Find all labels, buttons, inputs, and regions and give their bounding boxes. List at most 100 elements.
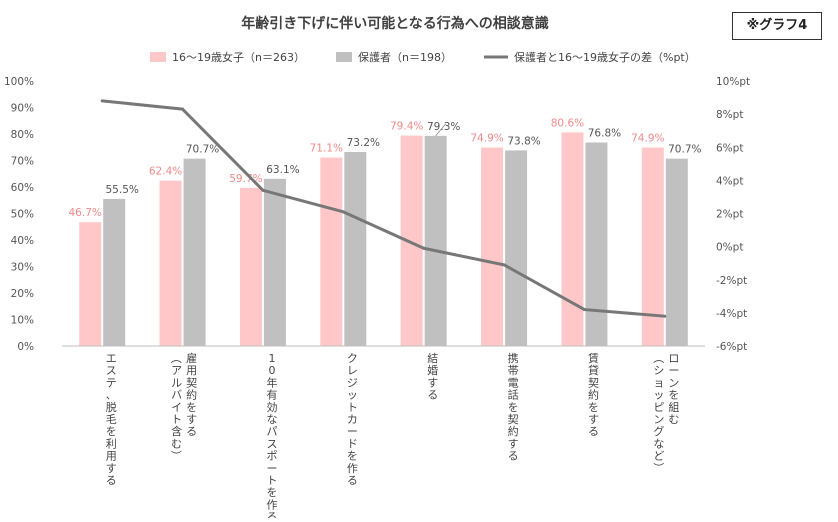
data-label-0-1: 62.4% — [149, 166, 182, 178]
difference-point-5 — [502, 263, 506, 267]
category-char: 効 — [266, 400, 277, 414]
category-char: ア — [171, 364, 182, 377]
category-char: を — [508, 401, 519, 414]
category-char: イ — [171, 401, 182, 414]
left-tick-label: 50% — [11, 209, 34, 221]
category-char: 有 — [266, 388, 277, 402]
category-char: を — [266, 486, 277, 499]
difference-point-4 — [422, 246, 426, 250]
data-label-0-4: 79.4% — [390, 121, 423, 133]
category-char: ト — [347, 401, 358, 414]
category-char: 雇 — [186, 351, 197, 365]
category-char: す — [427, 376, 438, 389]
category-char: ト — [266, 474, 277, 487]
left-tick-label: 80% — [11, 129, 34, 141]
category-char: 話 — [508, 388, 519, 402]
category-char: 賃 — [588, 351, 599, 365]
category-char: 貸 — [588, 363, 599, 377]
category-char: む — [668, 413, 679, 426]
category-char: ） — [170, 450, 183, 461]
category-char: 作 — [266, 498, 277, 511]
left-tick-label: 30% — [11, 262, 34, 274]
data-label-0-0: 46.7% — [69, 207, 102, 219]
category-char: ） — [652, 462, 665, 473]
category-char: る — [427, 389, 438, 402]
left-tick-label: 0% — [17, 341, 34, 353]
bar-1-2 — [263, 178, 286, 346]
bar-0-0 — [79, 222, 102, 346]
bar-0-2 — [239, 187, 262, 346]
category-char: す — [508, 437, 519, 450]
data-label-1-5: 73.8% — [507, 135, 540, 147]
right-tick-label: 4%pt — [716, 175, 743, 187]
category-char: を — [106, 425, 117, 438]
bar-1-0 — [103, 198, 126, 346]
category-char: ロ — [668, 352, 679, 365]
right-axis: -6%pt -4%pt -2%pt 0%pt 2%pt 4%pt 6%pt 8%pt 10%pt — [716, 76, 750, 353]
left-tick-label: 70% — [11, 156, 34, 168]
data-label-0-6: 80.6% — [551, 117, 584, 129]
legend-label-1: 保護者（n＝198） — [358, 50, 452, 64]
legend-label-0: 16～19歳女子（n＝263） — [172, 50, 305, 64]
difference-series-line — [102, 99, 665, 318]
category-char: バ — [171, 389, 182, 402]
data-label-1-2: 63.1% — [266, 164, 299, 176]
category-char: 契 — [186, 375, 197, 389]
category-char: 約 — [588, 388, 599, 402]
legend-swatch-0 — [150, 52, 166, 62]
category-char: ト — [171, 413, 182, 426]
left-tick-label: 10% — [11, 315, 34, 327]
category-char: 帯 — [508, 364, 519, 377]
category-char: ク — [347, 352, 358, 365]
category-char: 脱 — [106, 400, 117, 414]
category-char: 1 — [268, 352, 275, 365]
category-char: 契 — [588, 375, 599, 389]
category-char: レ — [347, 364, 358, 377]
category-char: を — [588, 401, 599, 414]
category-char: を — [668, 389, 679, 402]
category-char: な — [266, 413, 277, 426]
category-char: 毛 — [106, 413, 117, 426]
leader-line — [435, 123, 446, 137]
category-char: ど — [653, 450, 664, 463]
category-char: 年 — [266, 375, 277, 389]
difference-point-2 — [261, 188, 265, 192]
category-char: る — [588, 425, 599, 438]
legend-label-2: 保護者と16～19歳女子の差（%pt） — [514, 50, 696, 64]
category-char: を — [347, 450, 358, 463]
category-char: （ — [652, 353, 665, 364]
difference-point-7 — [663, 314, 667, 318]
category-char: る — [266, 511, 277, 518]
category-char: 契 — [508, 412, 519, 426]
bars — [79, 132, 688, 346]
right-tick-label: 2%pt — [716, 209, 743, 221]
category-char: 約 — [186, 388, 197, 402]
left-tick-label: 40% — [11, 235, 34, 247]
category-char: パ — [266, 425, 277, 438]
right-tick-label: 0%pt — [716, 242, 743, 254]
category-char: る — [347, 474, 358, 487]
right-tick-label: -2%pt — [716, 275, 747, 287]
data-label-1-0: 55.5% — [106, 184, 139, 196]
legend-swatch-1 — [336, 52, 352, 62]
category-char: を — [186, 401, 197, 414]
category-char: 用 — [106, 450, 117, 463]
category-char: ー — [668, 364, 679, 377]
category-char: ー — [347, 425, 358, 438]
difference-point-6 — [582, 308, 586, 312]
category-char: 結 — [427, 351, 438, 365]
category-char: （ — [170, 353, 183, 364]
bar-1-1 — [183, 158, 206, 346]
category-char: シ — [653, 364, 664, 377]
bar-1-4 — [424, 135, 447, 346]
category-char: 利 — [106, 437, 117, 450]
category-char: ド — [347, 437, 358, 450]
category-char: 電 — [508, 376, 519, 389]
